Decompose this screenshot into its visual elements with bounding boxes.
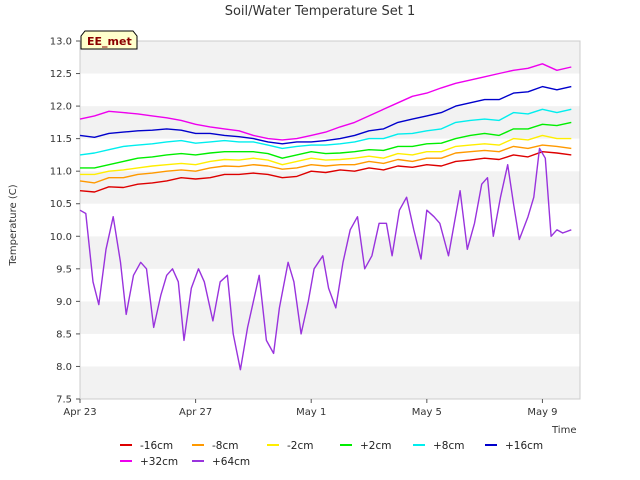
- series-line-2cm: [80, 121, 572, 169]
- station-badge-shape: [80, 30, 138, 50]
- background-band: [80, 366, 580, 399]
- x-tick-label: Apr 23: [63, 407, 96, 418]
- y-tick-label: 9.5: [56, 264, 72, 275]
- y-axis-title: Temperature (C): [8, 184, 19, 266]
- y-tick-label: 13.0: [50, 37, 72, 48]
- series-line-8cm: [79, 144, 572, 184]
- series-lines: [79, 63, 572, 371]
- x-tick-label: May 1: [296, 407, 326, 418]
- background-band: [80, 333, 580, 367]
- background-band: [80, 301, 580, 334]
- series-line-32cm: [79, 63, 572, 141]
- y-tick-label: 12.0: [50, 102, 72, 113]
- background-band: [80, 106, 580, 139]
- background-band: [80, 41, 580, 74]
- series-line-16cm: [79, 150, 572, 193]
- legend-label: +8cm: [433, 440, 464, 452]
- series-line-2cm: [80, 134, 572, 176]
- series-line-16cm: [79, 85, 572, 145]
- y-tick-label: 11.5: [50, 134, 72, 145]
- plot-background-bands: [80, 41, 580, 399]
- chart-title: Soil/Water Temperature Set 1: [225, 4, 416, 19]
- x-tick-label: May 9: [527, 407, 557, 418]
- y-tick-label: 12.5: [50, 69, 72, 80]
- y-tick-label: 10.5: [50, 199, 72, 210]
- series-line-64cm: [79, 147, 572, 371]
- legend-label: -16cm: [140, 440, 173, 452]
- background-band: [80, 73, 580, 107]
- legend-label: +64cm: [212, 456, 250, 468]
- y-tick-label: 7.5: [56, 395, 72, 406]
- background-band: [80, 236, 580, 269]
- plot-area: [79, 40, 581, 400]
- y-tick-label: 10.0: [50, 232, 72, 243]
- background-band: [80, 203, 580, 237]
- y-tick-label: 9.0: [56, 297, 72, 308]
- station-badge: EE_met: [80, 30, 138, 50]
- x-axis-ticks: Apr 23 Apr 27 May 1 May 5 May 9: [63, 399, 558, 418]
- legend-label: +16cm: [505, 440, 543, 452]
- x-tick-label: Apr 27: [179, 407, 212, 418]
- y-tick-label: 8.5: [56, 329, 72, 340]
- background-band: [80, 171, 580, 204]
- background-band: [80, 268, 580, 302]
- legend-label: +2cm: [360, 440, 391, 452]
- station-badge-label: EE_met: [87, 35, 132, 48]
- legend-label: -8cm: [212, 440, 238, 452]
- x-axis-title: Time: [551, 425, 576, 436]
- x-tick-label: May 5: [412, 407, 442, 418]
- y-tick-label: 8.0: [56, 362, 72, 373]
- legend-label: -2cm: [287, 440, 313, 452]
- legend: -16cm -8cm -2cm +2cm +8cm +16cm +32cm +64cm: [120, 440, 543, 468]
- y-axis-ticks: 7.5 8.0 8.5 9.0 9.5 10.0 10.5 11.0 11.5 12.0 12.5 1…: [50, 37, 80, 406]
- legend-label: +32cm: [140, 456, 178, 468]
- y-tick-label: 11.0: [50, 167, 72, 178]
- series-line-8cm: [79, 108, 572, 156]
